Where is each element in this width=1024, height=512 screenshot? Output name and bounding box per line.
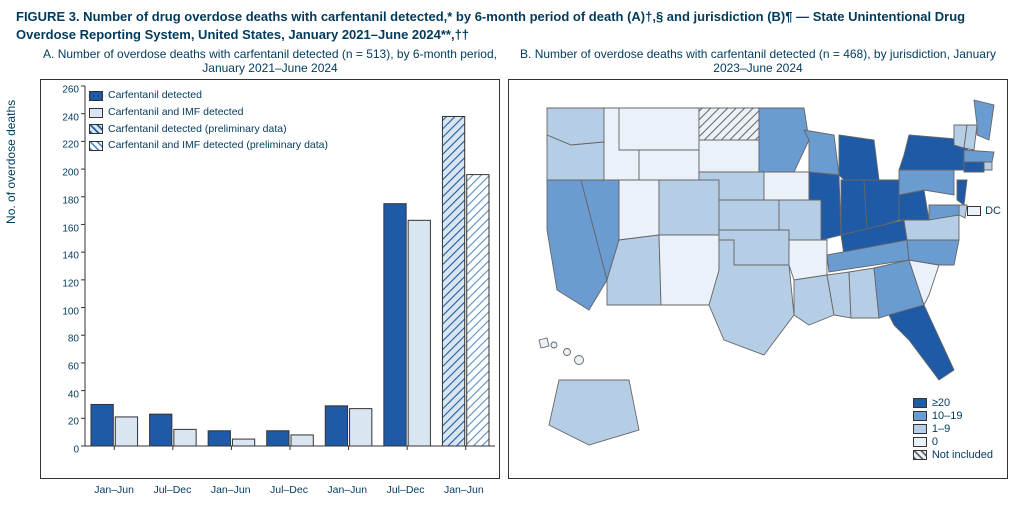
legend-row: 10–19	[913, 410, 993, 422]
state-ia	[764, 172, 809, 200]
state-ut	[619, 180, 659, 240]
state-hi	[564, 349, 571, 356]
bar	[291, 435, 313, 446]
dc-text: DC	[985, 205, 1001, 217]
state-mn	[759, 108, 809, 172]
legend-label: Carfentanil detected (preliminary data)	[108, 122, 287, 138]
legend-label: ≥20	[932, 397, 950, 409]
state-ar	[789, 240, 827, 280]
bar	[384, 204, 406, 446]
legend-row: Carfentanil detected	[89, 88, 328, 104]
legend-row: ≥20	[913, 397, 993, 409]
x-tick-label: Jul–Dec	[376, 484, 434, 496]
legend-row: Carfentanil and IMF detected (preliminar…	[89, 138, 328, 154]
bar	[442, 117, 464, 447]
state-de	[959, 205, 967, 218]
bar	[350, 409, 372, 446]
state-mt	[619, 108, 699, 150]
bar	[208, 431, 230, 446]
x-tick-label: Jan–Jun	[85, 484, 143, 496]
legend-row: Carfentanil and IMF detected	[89, 105, 328, 121]
state-mi	[839, 135, 879, 185]
x-tick-label: Jul–Dec	[260, 484, 318, 496]
legend-label: Carfentanil and IMF detected (preliminar…	[108, 138, 328, 154]
legend-label: Not included	[932, 449, 993, 461]
state-ma	[964, 150, 994, 162]
panel-b-legend: ≥2010–191–90Not included	[913, 397, 993, 462]
figure-title: FIGURE 3. Number of drug overdose deaths…	[0, 0, 1024, 47]
legend-swatch	[913, 437, 927, 447]
bar	[467, 175, 489, 446]
bar	[174, 429, 196, 446]
state-me	[974, 100, 994, 140]
dc-swatch	[967, 206, 981, 216]
legend-label: Carfentanil detected	[108, 88, 202, 104]
state-ct	[964, 162, 984, 172]
us-map-box: DC ≥2010–191–90Not included	[508, 79, 1008, 479]
panel-a: A. Number of overdose deaths with carfen…	[40, 47, 500, 479]
state-pa	[899, 170, 954, 195]
legend-swatch	[913, 398, 927, 408]
legend-label: 1–9	[932, 423, 950, 435]
x-tick-label: Jan–Jun	[318, 484, 376, 496]
state-nj	[957, 180, 967, 205]
legend-swatch	[89, 108, 103, 118]
bar	[325, 406, 347, 446]
x-tick-label: Jan–Jun	[202, 484, 260, 496]
state-nm	[659, 235, 719, 305]
state-wy	[639, 150, 699, 180]
state-sd	[699, 140, 759, 172]
state-nd	[699, 108, 759, 140]
legend-row: Carfentanil detected (preliminary data)	[89, 122, 328, 138]
panel-a-legend: Carfentanil detectedCarfentanil and IMF …	[89, 88, 328, 155]
y-axis-label: No. of overdose deaths	[4, 100, 18, 224]
legend-label: 10–19	[932, 410, 963, 422]
panel-a-title: A. Number of overdose deaths with carfen…	[40, 47, 500, 75]
state-co	[659, 180, 719, 235]
state-fl	[889, 305, 954, 380]
bar	[150, 414, 172, 446]
x-axis-labels: Jan–JunJul–DecJan–JunJul–DecJan–JunJul–D…	[41, 484, 499, 496]
state-ri	[984, 162, 992, 170]
legend-row: 0	[913, 436, 993, 448]
legend-swatch	[89, 124, 103, 134]
bar	[91, 405, 113, 447]
legend-swatch	[89, 91, 103, 101]
state-hi	[539, 338, 549, 348]
legend-row: Not included	[913, 449, 993, 461]
dc-label: DC	[967, 205, 1001, 217]
panels-container: A. Number of overdose deaths with carfen…	[0, 47, 1024, 487]
state-wi	[804, 130, 839, 175]
bar	[267, 431, 289, 446]
state-hi	[575, 356, 584, 365]
state-ak	[549, 380, 639, 445]
legend-swatch	[913, 450, 927, 460]
legend-swatch	[913, 411, 927, 421]
bar	[232, 439, 254, 446]
state-ks	[719, 200, 779, 230]
bar-chart-box: No. of overdose deaths 02040608010012014…	[40, 79, 500, 479]
legend-swatch	[913, 424, 927, 434]
x-tick-label: Jan–Jun	[435, 484, 493, 496]
panel-b-title: B. Number of overdose deaths with carfen…	[508, 47, 1008, 75]
bar	[408, 220, 430, 446]
legend-swatch	[89, 141, 103, 151]
legend-label: 0	[932, 436, 938, 448]
legend-row: 1–9	[913, 423, 993, 435]
state-in	[841, 180, 867, 235]
bar	[115, 417, 137, 446]
panel-b: B. Number of overdose deaths with carfen…	[508, 47, 1008, 479]
x-tick-label: Jul–Dec	[143, 484, 201, 496]
state-hi	[551, 342, 557, 348]
legend-label: Carfentanil and IMF detected	[108, 105, 243, 121]
state-nc	[907, 240, 959, 265]
